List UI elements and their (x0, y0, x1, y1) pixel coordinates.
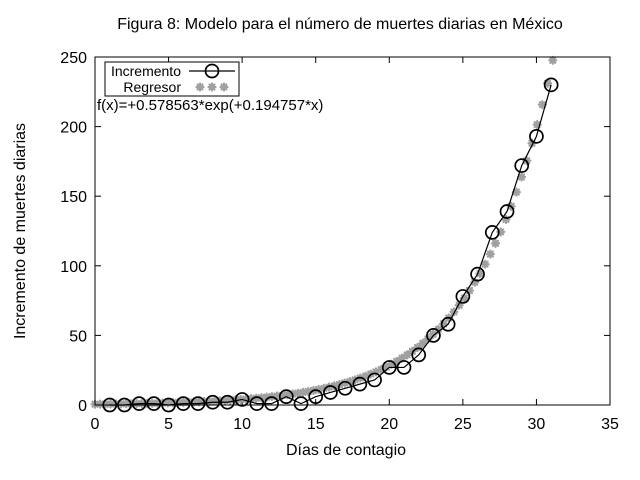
incremento-point-circle (308, 389, 324, 404)
incremento-point-circle (264, 396, 279, 411)
incremento-point-circle (440, 316, 456, 332)
incremento-point-circle (470, 266, 485, 282)
regresor-star (548, 55, 558, 65)
incremento-point-circle (367, 372, 382, 388)
chart-title: Figura 8: Modelo para el número de muert… (117, 16, 563, 33)
regresor-star (516, 172, 527, 182)
x-tick-label: 30 (528, 416, 546, 433)
star-spoke (220, 83, 228, 91)
regresor-series (90, 55, 558, 409)
incremento-line (109, 84, 552, 406)
star-spoke (538, 101, 546, 109)
x-tick-label: 25 (454, 416, 472, 433)
incremento-point-circle (337, 380, 353, 396)
incremento-point-circle (220, 394, 235, 410)
x-tick-label: 20 (380, 416, 398, 433)
incremento-point-circle (499, 204, 515, 219)
incremento-point-circle (529, 128, 544, 144)
star-spoke (107, 400, 115, 408)
legend-incremento-circle-marker (204, 63, 220, 79)
star-spoke (96, 400, 104, 408)
incremento-point-circle (455, 289, 471, 304)
incremento-point-circle (234, 392, 250, 407)
star-spoke (419, 339, 427, 347)
star-spoke (512, 188, 520, 196)
incremento-point-circle (396, 360, 412, 375)
regresor-star (490, 238, 501, 248)
incremento-point-circle (146, 396, 162, 411)
incremento-point-circle (175, 396, 191, 411)
star-spoke (208, 83, 216, 91)
legend: Incremento Regresor (104, 61, 240, 97)
legend-regresor-star (195, 82, 205, 92)
star-spoke (517, 173, 526, 181)
star-spoke (257, 394, 266, 402)
star-spoke (434, 325, 442, 333)
incremento-point-circle (190, 396, 206, 411)
star-spoke (429, 330, 437, 338)
star-spoke (476, 269, 484, 278)
regresor-star (532, 120, 542, 130)
star-spoke (486, 250, 494, 258)
regresor-star (537, 100, 547, 110)
y-tick-label: 150 (60, 189, 87, 206)
x-axis-label: Días de contagio (286, 442, 406, 459)
x-tick-label: 15 (307, 416, 325, 433)
star-spoke (544, 79, 552, 87)
incremento-point-circle (323, 385, 338, 400)
y-tick-label: 100 (60, 259, 87, 276)
x-tick-label: 10 (233, 416, 251, 433)
incremento-point-circle (484, 225, 500, 240)
legend-label-incremento: Incremento (111, 63, 181, 79)
x-tick-label: 0 (91, 416, 100, 433)
incremento-point-circle (514, 158, 530, 173)
incremento-point-circle (426, 328, 441, 343)
star-spoke (491, 239, 500, 247)
incremento-series (102, 77, 559, 413)
star-spoke (533, 121, 541, 129)
star-spoke (549, 56, 557, 64)
legend-regresor-star (207, 82, 217, 92)
incremento-point-circle (278, 389, 294, 404)
regresor-star (418, 338, 428, 348)
incremento-point-circle (249, 396, 265, 411)
y-axis-label: Incremento de muertes diarias (12, 123, 29, 339)
star-spoke (460, 294, 468, 302)
star-spoke (403, 351, 411, 359)
regresor-star (402, 350, 412, 360)
y-tick-label: 200 (60, 120, 87, 137)
y-tick-label: 50 (69, 328, 87, 345)
fit-formula-annotation: f(x)=+0.578563*exp(+0.194757*x) (97, 97, 323, 114)
x-tick-label: 35 (601, 416, 619, 433)
regresor-star (511, 187, 521, 197)
regresor-star (480, 259, 490, 269)
incremento-point-circle (543, 77, 559, 93)
incremento-point-circle (352, 376, 368, 392)
plot-border (94, 56, 611, 406)
star-spoke (398, 354, 406, 362)
incremento-point-circle (293, 396, 309, 411)
legend-regresor-star-samples (195, 82, 229, 92)
legend-label-regresor: Regresor (123, 79, 181, 95)
x-tick-label: 5 (164, 416, 173, 433)
incremento-point-circle (411, 347, 427, 363)
star-spoke (196, 83, 204, 91)
incremento-point-circle (381, 360, 397, 375)
incremento-point-circle (205, 394, 221, 410)
incremento-point-circle (131, 396, 147, 411)
axis-ticks: 0 5 10 15 20 25 30 35 0 50 100 150 200 250 (60, 50, 619, 433)
y-tick-label: 250 (60, 50, 87, 67)
legend-regresor-star (219, 82, 229, 92)
star-spoke (481, 260, 489, 268)
y-tick-label: 0 (78, 398, 87, 415)
regresor-star (485, 249, 495, 259)
